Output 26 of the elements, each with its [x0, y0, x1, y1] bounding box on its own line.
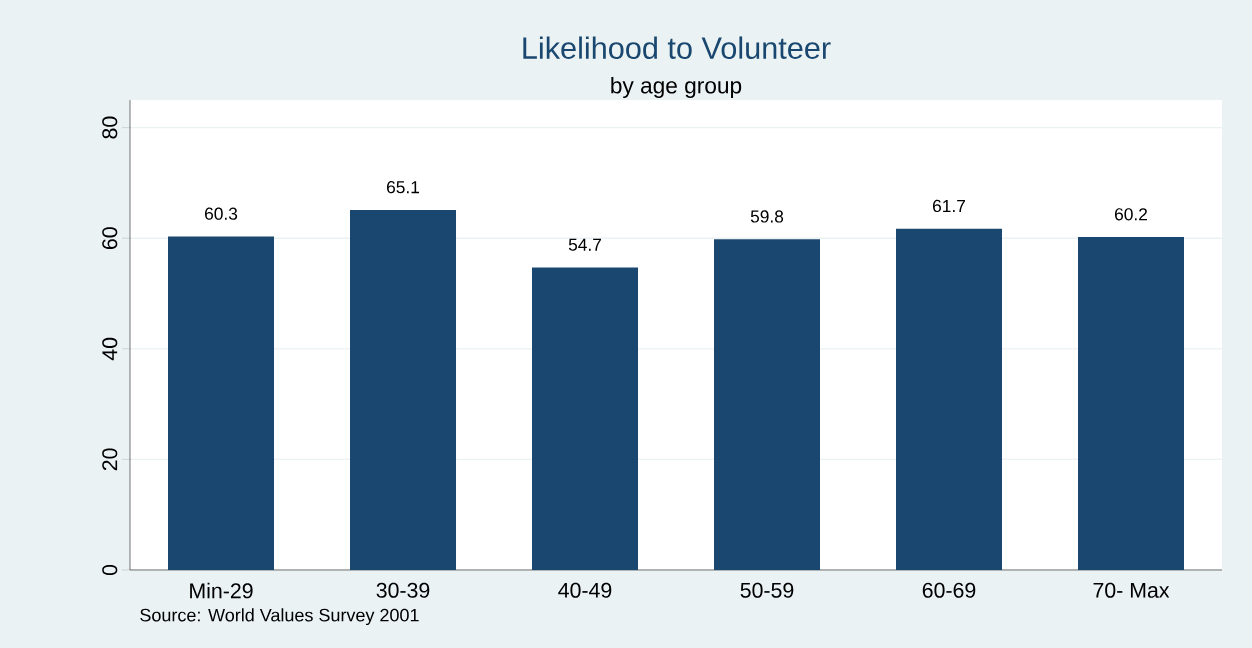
x-tick-label: 70- Max [1093, 582, 1170, 598]
data-label: 60.2 [1115, 208, 1147, 221]
bar [168, 236, 275, 570]
data-label: 59.8 [750, 210, 784, 223]
bar [532, 267, 638, 570]
data-label: 60.3 [205, 207, 238, 220]
y-tick-label: 60 [102, 227, 118, 249]
x-tick-label: 50-59 [740, 582, 794, 598]
y-tick-label: 20 [102, 448, 118, 471]
x-tick-label: Min-29 [190, 582, 253, 599]
y-tick-label: 0 [102, 564, 118, 576]
x-tick-label: 40-49 [558, 582, 612, 598]
data-label: 65.1 [387, 181, 420, 194]
bar [714, 239, 820, 570]
x-tick-label: 30-39 [376, 582, 430, 598]
y-tick-label: 80 [102, 116, 118, 139]
x-tick-label: 60-69 [922, 582, 976, 598]
chart-title: Likelihood to Volunteer [523, 36, 831, 59]
y-tick-label: 40 [102, 337, 118, 361]
data-label: 61.7 [933, 199, 965, 213]
bar [1078, 237, 1184, 570]
bar [896, 228, 1002, 570]
data-label: 54.7 [568, 238, 601, 251]
bar [350, 210, 457, 570]
chart-subtitle: by age group [611, 76, 742, 99]
source-note: Source: World Values Survey 2001 [140, 608, 419, 626]
